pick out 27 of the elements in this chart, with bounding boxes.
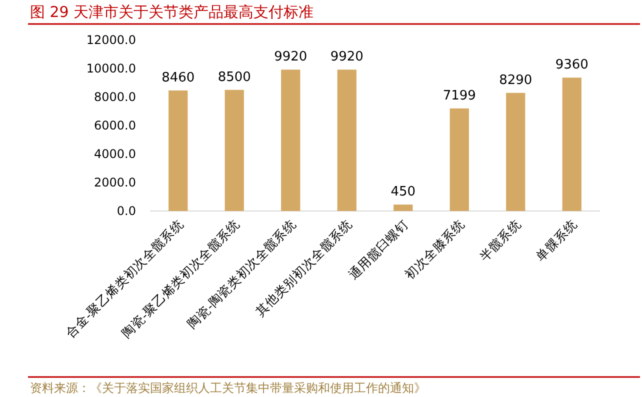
x-tick-label: 单髁系统 (533, 217, 580, 264)
bar (168, 90, 188, 211)
bar (337, 70, 356, 211)
bar (506, 92, 526, 211)
data-label: 450 (390, 184, 416, 200)
x-tick-label: 半髋系统 (477, 217, 524, 264)
bar (224, 90, 244, 211)
data-label: 8290 (499, 72, 532, 88)
data-label: 8460 (162, 70, 195, 86)
bar (562, 78, 582, 211)
data-label: 9920 (330, 50, 364, 65)
data-label: 8500 (218, 70, 251, 85)
bar (281, 70, 300, 211)
y-tick-label: 12000.0 (86, 33, 136, 47)
data-label: 9360 (555, 58, 588, 73)
bar (450, 108, 469, 211)
text: 资料来源：《关于落实国家组织人工关节集中带量采购和使用工作的通知》 (30, 381, 426, 395)
y-tick-label: 8000.0 (94, 90, 136, 104)
bar (394, 204, 413, 211)
data-label: 9920 (274, 50, 308, 65)
y-tick-label: 6000.0 (94, 118, 136, 132)
y-tick-label: 0.0 (116, 204, 136, 218)
data-label: 7199 (442, 88, 476, 104)
y-tick-label: 10000.0 (86, 62, 136, 76)
y-tick-label: 4000.0 (94, 147, 136, 161)
y-tick-label: 2000.0 (94, 176, 136, 190)
chart-title: 图 29 天津市关于关节类产品最高支付标准 (30, 3, 314, 21)
